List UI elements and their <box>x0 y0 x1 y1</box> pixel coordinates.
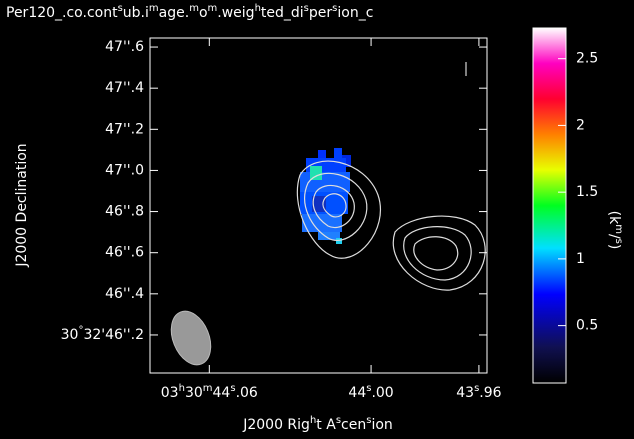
y-tick-label: 47''.2 <box>105 121 144 137</box>
colorbar-tick-label: 0.5 <box>576 318 598 334</box>
y-tick-label: 46''.6 <box>105 245 144 261</box>
y-axis-label: J2000 Declination <box>14 143 30 267</box>
x-tick-label: 44s.00 <box>348 383 393 402</box>
chart: Per120_.co.contsub.image.mom.weighted_di… <box>0 0 634 439</box>
colorbar-tick-label: 2 <box>576 117 585 133</box>
colorbar-label: (km/s) <box>606 211 625 250</box>
colorbar-tick-label: 2.5 <box>576 51 598 67</box>
beam <box>164 305 218 370</box>
y-tick-label: 30°32'46''.2 <box>61 324 144 343</box>
x-tick-label: 43s.96 <box>456 383 501 402</box>
colorbar <box>533 28 566 383</box>
y-tick-label: 46''.8 <box>105 204 144 220</box>
y-tick-label: 46''.4 <box>105 286 144 302</box>
y-tick-label: 47''.0 <box>105 162 144 178</box>
y-tick-label: 47''.4 <box>105 80 144 96</box>
chart-title: Per120_.co.contsub.image.mom.weighted_di… <box>6 3 373 22</box>
x-tick-label: 03h30m44s.06 <box>161 383 258 402</box>
colorbar-tick-label: 1.5 <box>576 184 598 200</box>
x-axis-label: J2000 Right Ascension <box>242 415 393 434</box>
colorbar-tick-label: 1 <box>576 251 585 267</box>
y-tick-label: 47''.6 <box>105 39 144 55</box>
